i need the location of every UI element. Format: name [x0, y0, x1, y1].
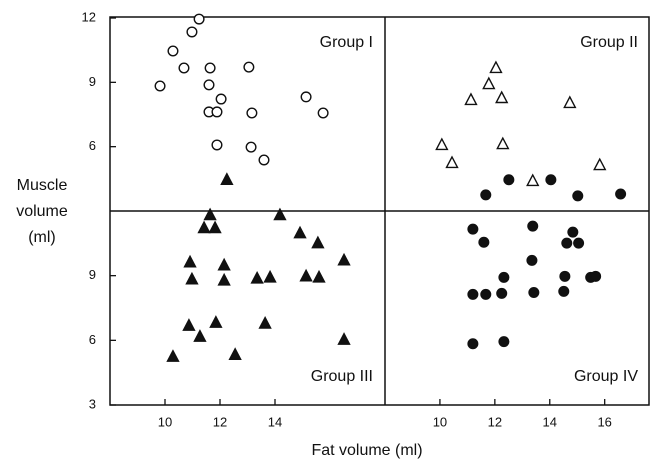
point: [467, 338, 479, 350]
point: [445, 155, 459, 169]
point: [220, 172, 234, 185]
point: [558, 285, 570, 297]
point: [209, 315, 223, 328]
point: [217, 272, 231, 286]
point: [167, 45, 179, 57]
point: [489, 60, 503, 74]
point: [317, 107, 329, 119]
point: [559, 270, 571, 282]
point: [299, 268, 313, 282]
y-tick-label: 6: [89, 332, 96, 347]
point: [498, 271, 510, 283]
point: [573, 237, 585, 249]
point: [311, 235, 325, 249]
point: [593, 157, 607, 171]
point: [435, 137, 449, 151]
point: [243, 61, 255, 73]
point: [204, 62, 216, 74]
point: [193, 329, 207, 342]
point: [312, 269, 326, 283]
point: [561, 237, 573, 249]
point: [183, 254, 197, 268]
point: [498, 336, 510, 348]
point: [154, 80, 166, 92]
point: [478, 236, 490, 248]
x-tick-label: 10: [158, 414, 172, 429]
point: [182, 318, 196, 331]
x-tick-label: 12: [488, 414, 502, 429]
point: [495, 90, 509, 104]
point: [211, 139, 223, 151]
point: [178, 62, 190, 74]
point: [337, 332, 351, 345]
y-tick-label: 6: [89, 138, 96, 153]
point: [615, 188, 627, 200]
y-tick-label: 9: [89, 74, 96, 89]
point: [563, 95, 577, 109]
point: [228, 347, 242, 360]
point: [208, 220, 222, 234]
point: [273, 207, 287, 221]
point: [526, 254, 538, 266]
point: [337, 252, 351, 266]
point: [203, 207, 217, 221]
point: [482, 76, 496, 90]
y-tick-label: 12: [82, 9, 96, 24]
point: [300, 91, 312, 103]
y-axis-label: volume: [16, 203, 68, 220]
point: [263, 269, 277, 283]
y-axis-label: Muscle: [17, 177, 68, 194]
x-tick-label: 14: [268, 414, 282, 429]
point: [203, 79, 215, 91]
point: [467, 223, 479, 235]
point: [467, 288, 479, 300]
point: [166, 349, 180, 362]
y-axis-label: (ml): [28, 229, 56, 246]
x-tick-label: 10: [433, 414, 447, 429]
point: [185, 271, 199, 285]
x-tick-label: 16: [597, 414, 611, 429]
point: [590, 270, 602, 282]
y-tick-label: 3: [89, 396, 96, 411]
x-tick-label: 12: [213, 414, 227, 429]
y-tick-label: 9: [89, 267, 96, 282]
panel-title: Group IV: [574, 368, 638, 385]
point: [572, 190, 584, 202]
point: [217, 257, 231, 271]
point: [545, 174, 557, 186]
point: [258, 316, 272, 329]
point: [567, 226, 579, 238]
point: [245, 141, 257, 153]
x-axis-label: Fat volume (ml): [311, 442, 422, 459]
point: [258, 154, 270, 166]
point: [526, 173, 540, 187]
x-tick-label: 14: [543, 414, 557, 429]
point: [496, 136, 510, 150]
panel-title: Group I: [320, 34, 373, 51]
point: [193, 13, 205, 25]
point: [211, 106, 223, 118]
point: [496, 287, 508, 299]
panel-title: Group III: [311, 368, 373, 385]
point: [527, 220, 539, 232]
point: [215, 93, 227, 105]
point: [186, 26, 198, 38]
point: [480, 288, 492, 300]
point: [464, 92, 478, 106]
point: [528, 286, 540, 298]
point: [250, 270, 264, 284]
point: [293, 225, 307, 239]
point: [503, 174, 515, 186]
point: [480, 189, 492, 201]
panel-title: Group II: [580, 34, 638, 51]
point: [197, 220, 211, 234]
point: [246, 107, 258, 119]
